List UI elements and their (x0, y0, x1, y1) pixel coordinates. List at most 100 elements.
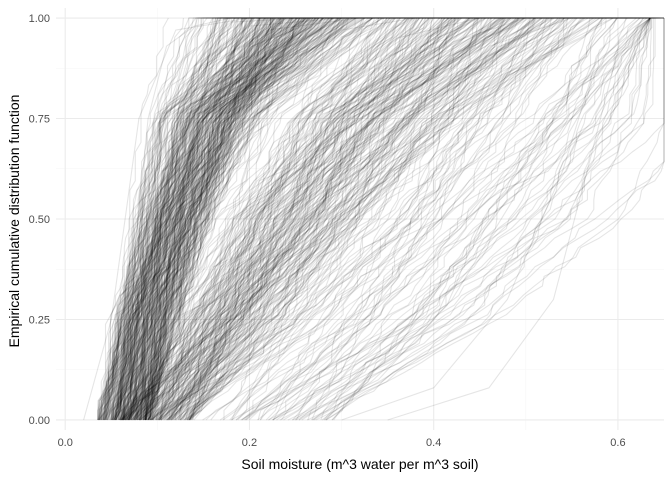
ecdf-series-line (189, 17, 532, 421)
ecdf-series-line (145, 17, 386, 421)
ecdf-series-line (104, 17, 396, 421)
ecdf-series-line (129, 17, 374, 420)
ecdf-series-line (152, 17, 544, 421)
ecdf-series-line (113, 17, 364, 420)
ecdf-series-line (156, 17, 522, 421)
ecdf-series-line (119, 17, 374, 421)
ecdf-series-line (117, 17, 335, 421)
ecdf-series-line (112, 17, 341, 420)
ecdf-series-line (231, 17, 648, 421)
ecdf-series-line (124, 17, 388, 421)
ecdf-series-line (177, 17, 615, 421)
ecdf-series-line (103, 17, 466, 421)
ecdf-series-line (124, 17, 583, 421)
ecdf-series-line (118, 17, 350, 420)
ecdf-series-line (162, 17, 427, 421)
ecdf-series-line (121, 17, 520, 421)
ecdf-series-line (122, 17, 403, 420)
ecdf-series-line (118, 17, 362, 421)
ecdf-series-line (186, 17, 482, 421)
ecdf-series-line (189, 17, 520, 421)
ecdf-series-line (124, 17, 342, 421)
ecdf-series-line (307, 17, 651, 421)
ecdf-series-line (149, 17, 449, 420)
ecdf-series-line (185, 17, 619, 421)
ecdf-series-line (145, 17, 288, 421)
ecdf-series-line (158, 17, 498, 421)
ecdf-series-line (178, 17, 562, 421)
ecdf-series-line (111, 17, 318, 420)
ecdf-series-line (115, 17, 410, 421)
ecdf-series-line (177, 17, 664, 421)
ecdf-series-line (122, 17, 299, 420)
ecdf-series-line (143, 17, 489, 420)
ecdf-series-line (97, 17, 388, 421)
ecdf-series-line (325, 18, 652, 421)
ecdf-series-line (171, 17, 571, 421)
ecdf-series-line (149, 17, 314, 421)
ecdf-series-line (141, 17, 402, 420)
ecdf-series-line (125, 17, 478, 421)
ecdf-series-line (166, 17, 556, 421)
ecdf-series-line (152, 17, 510, 421)
ecdf-series-line (126, 17, 297, 421)
ecdf-series-line (143, 18, 281, 420)
ecdf-series-line (135, 17, 370, 420)
ecdf-series-line (103, 17, 334, 421)
ecdf-series-line (120, 17, 388, 421)
ecdf-series-line (133, 17, 401, 421)
ecdf-series-line (99, 17, 395, 420)
ecdf-series-line (148, 17, 420, 421)
ecdf-series-line (160, 17, 537, 421)
ecdf-series-line (118, 17, 280, 421)
ecdf-series-line (98, 17, 334, 421)
ecdf-series-line (163, 17, 487, 421)
ecdf-series-line (165, 17, 547, 421)
ecdf-series-line (108, 17, 250, 420)
ecdf-series-line (105, 17, 184, 421)
ecdf-series-line (159, 17, 553, 421)
ecdf-series-line (135, 17, 374, 420)
ecdf-series-line (223, 17, 646, 420)
ecdf-series-line (112, 17, 372, 421)
ecdf-series-line (113, 17, 298, 421)
ecdf-series-line (126, 17, 274, 421)
ecdf-series-line (101, 17, 385, 421)
ecdf-series-line (139, 17, 568, 421)
ecdf-series-line (191, 17, 632, 421)
ecdf-series-line (124, 17, 340, 421)
ecdf-series-line (119, 17, 305, 421)
ecdf-series-line (135, 17, 359, 421)
ecdf-series-line (170, 17, 616, 421)
ecdf-series-line (154, 17, 524, 421)
ecdf-series-line (144, 17, 306, 421)
ecdf-series-line (137, 17, 293, 421)
ecdf-series-line (121, 17, 319, 421)
ecdf-series-line (131, 17, 391, 421)
ecdf-series-line (99, 17, 296, 420)
ecdf-series-line (188, 17, 664, 421)
ecdf-series-line (122, 17, 297, 421)
ecdf-series-line (172, 17, 498, 421)
ecdf-series-line (136, 17, 490, 421)
ecdf-series-line (143, 17, 636, 421)
ecdf-series-line (133, 17, 309, 421)
ecdf-series-line (111, 17, 270, 421)
ecdf-series-line (245, 17, 651, 421)
ecdf-series-line (119, 17, 419, 421)
ecdf-series-line (117, 17, 420, 421)
ecdf-series-line (188, 17, 556, 421)
ecdf-series-line (183, 17, 579, 421)
ecdf-series-line (175, 17, 573, 421)
ecdf-series-line (341, 17, 637, 421)
ecdf-series-line (99, 17, 372, 420)
ecdf-series-line (120, 17, 404, 421)
ecdf-series-line (124, 17, 396, 421)
ecdf-series-line (123, 17, 297, 420)
ecdf-series-line (191, 17, 470, 421)
ecdf-series-line (155, 17, 505, 421)
ecdf-series-line (272, 17, 649, 421)
ecdf-series-line (139, 17, 497, 421)
ecdf-series-line (103, 17, 336, 421)
ecdf-series-line (325, 17, 651, 421)
